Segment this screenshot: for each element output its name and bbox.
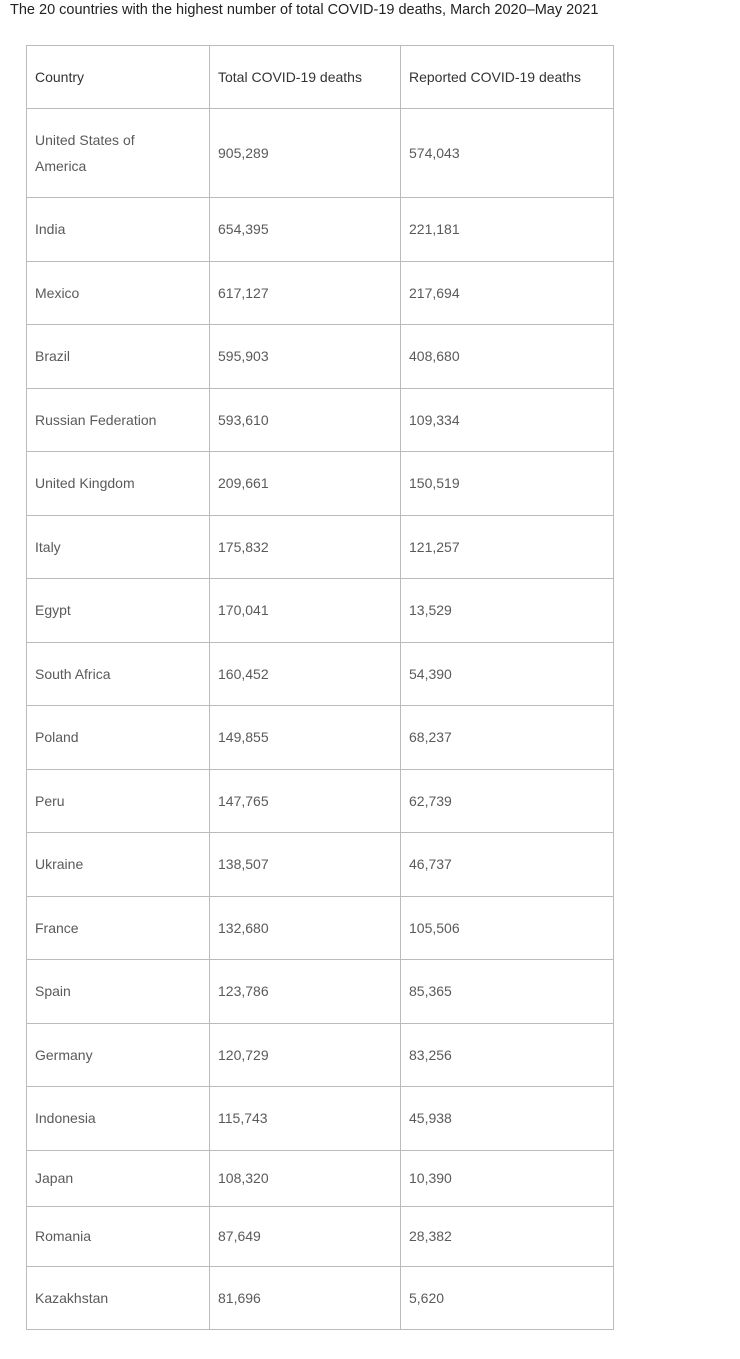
- total-deaths-cell: 123,786: [209, 959, 401, 1024]
- total-deaths-cell: 81,696: [209, 1265, 401, 1330]
- country-cell: Mexico: [26, 260, 210, 325]
- table-row: India 654,395 221,181: [26, 197, 614, 262]
- reported-deaths-cell: 62,739: [400, 768, 614, 833]
- total-deaths-cell: 149,855: [209, 705, 401, 770]
- country-cell: Brazil: [26, 324, 210, 389]
- reported-deaths-cell: 221,181: [400, 197, 614, 262]
- country-cell: Peru: [26, 768, 210, 833]
- country-cell: Russian Federation: [26, 387, 210, 452]
- country-cell: Italy: [26, 514, 210, 579]
- total-deaths-cell: 87,649: [209, 1205, 401, 1267]
- table-row: Ukraine 138,507 46,737: [26, 832, 614, 897]
- country-cell: Indonesia: [26, 1086, 210, 1151]
- reported-deaths-cell: 5,620: [400, 1265, 614, 1330]
- total-deaths-cell: 617,127: [209, 260, 401, 325]
- country-cell: Spain: [26, 959, 210, 1024]
- header-country: Country: [26, 45, 210, 109]
- table-row: Russian Federation 593,610 109,334: [26, 387, 614, 452]
- table-row: Spain 123,786 85,365: [26, 959, 614, 1024]
- table-row: Poland 149,855 68,237: [26, 705, 614, 770]
- header-total-deaths: Total COVID-19 deaths: [209, 45, 401, 109]
- total-deaths-cell: 654,395: [209, 197, 401, 262]
- table-row: South Africa 160,452 54,390: [26, 641, 614, 706]
- header-reported-deaths: Reported COVID-19 deaths: [400, 45, 614, 109]
- reported-deaths-cell: 10,390: [400, 1149, 614, 1207]
- reported-deaths-cell: 28,382: [400, 1205, 614, 1267]
- table-row: Indonesia 115,743 45,938: [26, 1086, 614, 1151]
- reported-deaths-cell: 54,390: [400, 641, 614, 706]
- total-deaths-cell: 160,452: [209, 641, 401, 706]
- total-deaths-cell: 132,680: [209, 895, 401, 960]
- reported-deaths-cell: 45,938: [400, 1086, 614, 1151]
- table-row: Kazakhstan 81,696 5,620: [26, 1265, 614, 1330]
- total-deaths-cell: 170,041: [209, 578, 401, 643]
- reported-deaths-cell: 121,257: [400, 514, 614, 579]
- total-deaths-cell: 120,729: [209, 1022, 401, 1087]
- reported-deaths-cell: 109,334: [400, 387, 614, 452]
- country-cell: Egypt: [26, 578, 210, 643]
- header-row: Country Total COVID-19 deaths Reported C…: [26, 45, 614, 109]
- table-row: Italy 175,832 121,257: [26, 514, 614, 579]
- country-cell: Japan: [26, 1149, 210, 1207]
- table-title: The 20 countries with the highest number…: [10, 2, 599, 18]
- reported-deaths-cell: 105,506: [400, 895, 614, 960]
- covid-deaths-table: Country Total COVID-19 deaths Reported C…: [26, 45, 614, 1330]
- reported-deaths-cell: 68,237: [400, 705, 614, 770]
- total-deaths-cell: 209,661: [209, 451, 401, 516]
- reported-deaths-cell: 46,737: [400, 832, 614, 897]
- country-cell: Ukraine: [26, 832, 210, 897]
- total-deaths-cell: 115,743: [209, 1086, 401, 1151]
- total-deaths-cell: 905,289: [209, 108, 401, 198]
- country-cell: Poland: [26, 705, 210, 770]
- reported-deaths-cell: 85,365: [400, 959, 614, 1024]
- country-cell: Romania: [26, 1205, 210, 1267]
- total-deaths-cell: 593,610: [209, 387, 401, 452]
- table-row: Japan 108,320 10,390: [26, 1149, 614, 1207]
- table-row: Germany 120,729 83,256: [26, 1022, 614, 1087]
- reported-deaths-cell: 217,694: [400, 260, 614, 325]
- total-deaths-cell: 595,903: [209, 324, 401, 389]
- reported-deaths-cell: 408,680: [400, 324, 614, 389]
- total-deaths-cell: 147,765: [209, 768, 401, 833]
- total-deaths-cell: 108,320: [209, 1149, 401, 1207]
- table-row: United Kingdom 209,661 150,519: [26, 451, 614, 516]
- reported-deaths-cell: 574,043: [400, 108, 614, 198]
- reported-deaths-cell: 13,529: [400, 578, 614, 643]
- reported-deaths-cell: 83,256: [400, 1022, 614, 1087]
- country-cell: India: [26, 197, 210, 262]
- table-row: United States of America 905,289 574,043: [26, 108, 614, 198]
- country-cell: South Africa: [26, 641, 210, 706]
- total-deaths-cell: 175,832: [209, 514, 401, 579]
- country-cell: France: [26, 895, 210, 960]
- country-cell: Kazakhstan: [26, 1265, 210, 1330]
- table-row: Egypt 170,041 13,529: [26, 578, 614, 643]
- table-row: Romania 87,649 28,382: [26, 1205, 614, 1267]
- country-cell: United Kingdom: [26, 451, 210, 516]
- total-deaths-cell: 138,507: [209, 832, 401, 897]
- table-row: France 132,680 105,506: [26, 895, 614, 960]
- country-cell: Germany: [26, 1022, 210, 1087]
- country-cell: United States of America: [26, 108, 210, 198]
- table-row: Brazil 595,903 408,680: [26, 324, 614, 389]
- table-row: Peru 147,765 62,739: [26, 768, 614, 833]
- reported-deaths-cell: 150,519: [400, 451, 614, 516]
- table-row: Mexico 617,127 217,694: [26, 260, 614, 325]
